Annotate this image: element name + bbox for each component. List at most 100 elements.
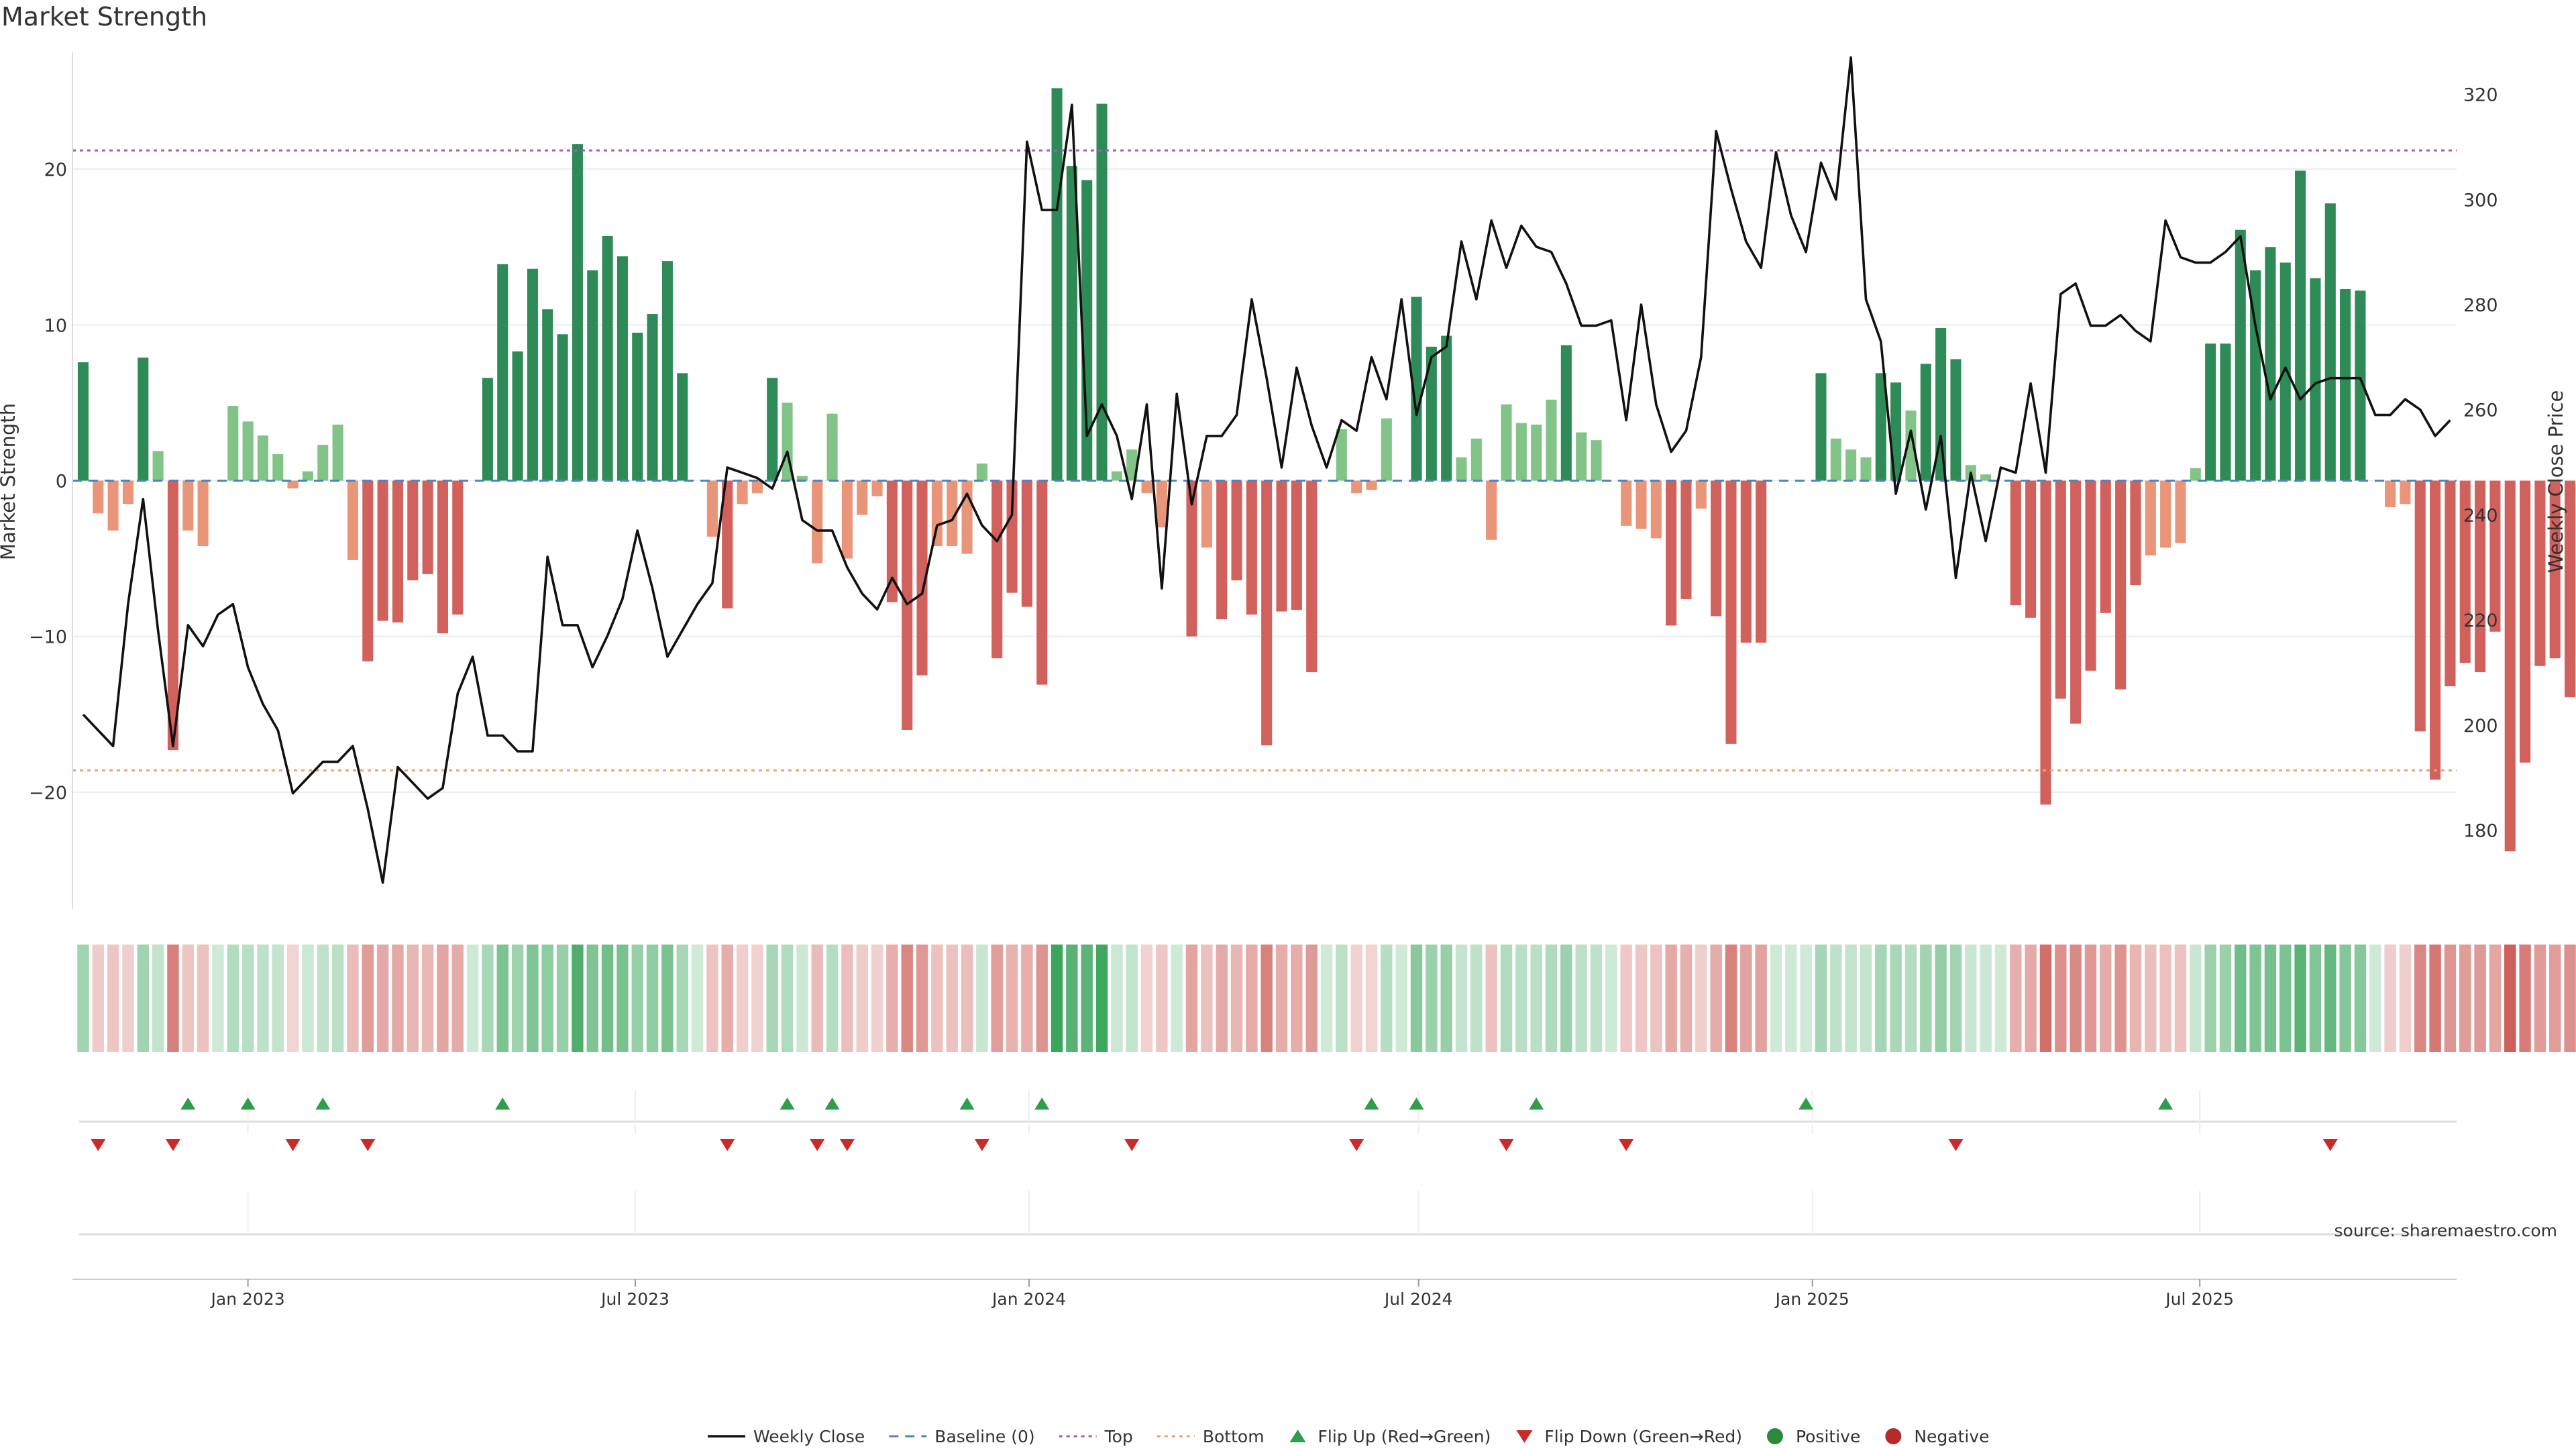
strength-bar <box>1411 297 1422 481</box>
strength-bar <box>1695 480 1707 509</box>
heatmap-cell <box>661 945 674 1052</box>
heatmap-cell <box>2070 945 2082 1052</box>
heatmap-cell <box>2039 945 2052 1052</box>
heatmap-cell <box>1410 945 1423 1052</box>
legend-label: Positive <box>1796 1427 1860 1446</box>
strength-bar <box>2235 229 2246 481</box>
strength-bar <box>527 268 538 481</box>
strength-bar <box>826 413 838 481</box>
flip-up-marker <box>1364 1097 1379 1110</box>
heatmap-cell <box>1470 945 1483 1052</box>
heatmap-cell <box>1770 945 1782 1052</box>
heatmap-cell <box>1081 945 1093 1052</box>
heatmap-cell <box>2504 945 2516 1052</box>
flip-down-marker <box>810 1139 825 1151</box>
strength-bar <box>677 373 688 481</box>
heatmap-cell <box>152 945 164 1052</box>
strength-bar <box>1680 480 1692 599</box>
strength-bar <box>796 476 808 481</box>
weekly-close-line <box>82 56 2451 884</box>
strength-bar <box>302 471 313 481</box>
heatmap-cell <box>2444 945 2457 1052</box>
chart-title: Market Strength <box>1 2 207 32</box>
heatmap-cell <box>77 945 89 1052</box>
strength-bar <box>2055 480 2066 699</box>
strength-bar <box>2085 480 2096 671</box>
heatmap-cell <box>1246 945 1258 1052</box>
heatmap-cell <box>527 945 539 1052</box>
heatmap-cell <box>2369 945 2381 1052</box>
strength-bar <box>1021 480 1032 607</box>
strength-bar <box>2459 480 2471 663</box>
flip-down-marker <box>1619 1139 1634 1151</box>
heatmap-cell <box>1815 945 1827 1052</box>
flip-down-marker <box>974 1139 989 1151</box>
strength-bar <box>1650 480 1662 539</box>
strength-bar <box>1186 480 1197 637</box>
legend-item-pos: Positive <box>1766 1427 1860 1446</box>
heatmap-cell <box>841 945 853 1052</box>
strength-bar <box>2220 343 2231 481</box>
heatmap-cell <box>347 945 359 1052</box>
legend-label: Top <box>1104 1427 1133 1446</box>
y2-tick-label: 300 <box>2463 190 2498 211</box>
source-note: source: sharemaestro.com <box>2334 1221 2558 1240</box>
heatmap-cell <box>1725 945 1737 1052</box>
heatmap-cell <box>1650 945 1662 1052</box>
strength-bar <box>2295 170 2306 481</box>
flip-down-marker <box>1349 1139 1364 1151</box>
heatmap-cell <box>871 945 883 1052</box>
heatmap-cell <box>107 945 119 1052</box>
strength-bar <box>1920 364 1931 481</box>
strength-bar <box>138 358 149 481</box>
strength-bar <box>2430 480 2441 780</box>
strength-bar <box>1441 335 1452 481</box>
strength-bar <box>1576 432 1587 481</box>
x-tick-label: Jul 2025 <box>2164 1289 2234 1309</box>
y2-axis-label: Weekly Close Price <box>2544 390 2567 574</box>
strength-bar <box>2385 480 2396 507</box>
heatmap-cell <box>1680 945 1693 1052</box>
y2-tick-label: 260 <box>2463 400 2498 421</box>
strength-bar <box>1711 480 1722 616</box>
strength-bar <box>557 334 568 481</box>
strength-bar <box>1456 457 1467 481</box>
strength-bar <box>1381 418 1392 481</box>
heatmap-cell <box>961 945 973 1052</box>
strength-bar <box>272 454 284 481</box>
flip-down-marker <box>839 1139 855 1151</box>
strength-bar <box>1081 180 1093 481</box>
y-tick-label: 20 <box>44 160 67 180</box>
y2-tick-label: 240 <box>2463 505 2498 526</box>
heatmap-cell <box>2159 945 2171 1052</box>
strength-bar <box>2025 480 2037 618</box>
legend-swatch <box>1289 1430 1306 1442</box>
strength-bar <box>722 480 733 608</box>
heatmap-cell <box>1336 945 1348 1052</box>
y-tick-label: 0 <box>56 472 67 492</box>
flip-down-marker <box>720 1139 735 1151</box>
heatmap-cell <box>421 945 434 1052</box>
strength-bar <box>1935 327 1947 481</box>
flip-up-marker <box>1409 1097 1424 1110</box>
heatmap-cell <box>826 945 839 1052</box>
heatmap-cell <box>676 945 688 1052</box>
heatmap-cell <box>2145 945 2157 1052</box>
strength-bar <box>437 480 448 634</box>
strength-bar <box>572 144 583 481</box>
strength-bar <box>2265 247 2276 481</box>
heatmap-cell <box>227 945 239 1052</box>
y-tick-label: 10 <box>44 315 67 336</box>
heatmap-cell <box>2429 945 2441 1052</box>
strength-bar <box>751 480 763 494</box>
strength-bar <box>661 261 673 481</box>
flip-down-marker <box>1124 1139 1140 1151</box>
heatmap-cell <box>1515 945 1527 1052</box>
heatmap-cell <box>1830 945 1842 1052</box>
strength-bar <box>1336 429 1347 481</box>
heatmap-cell <box>586 945 598 1052</box>
strength-bar <box>916 480 928 676</box>
strength-bar <box>2145 480 2156 555</box>
heatmap-cell <box>137 945 149 1052</box>
flip-down-marker <box>360 1139 376 1151</box>
